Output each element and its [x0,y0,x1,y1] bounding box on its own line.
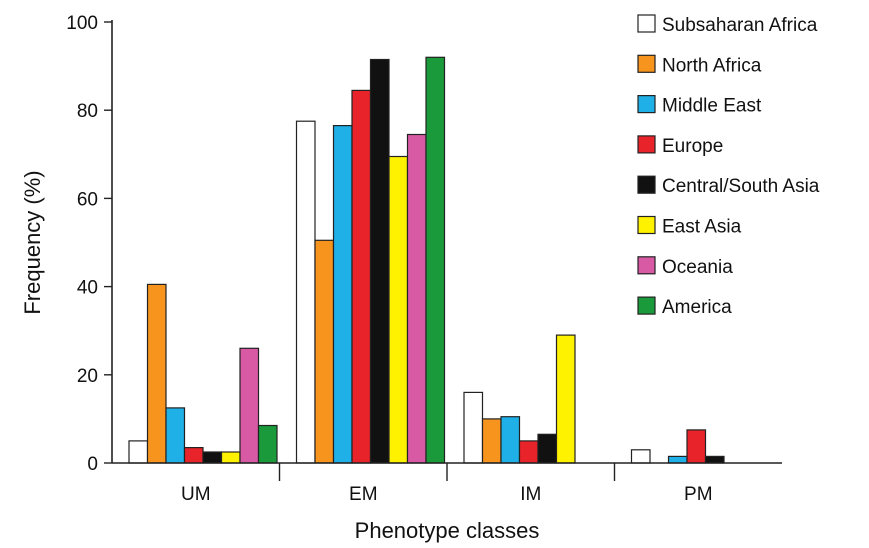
bar-im-east-asia [555,334,576,464]
bar-pm-europe [686,429,707,464]
bar-em-subsaharan-africa [295,120,316,464]
legend-swatch-oceania [637,256,656,275]
bar-um-subsaharan-africa [128,440,149,464]
legend-label-north-africa: North Africa [662,55,762,76]
bar-im-central-south-asia [537,433,558,464]
bar-im-europe [518,440,539,464]
bar-em-east-asia [388,155,409,464]
bar-pm-central-south-asia [704,455,725,464]
y-axis-title: Frequency (%) [20,170,45,314]
bar-pm-middle-east [667,455,688,464]
axes: UM EM IM PM 0 20 40 60 80 100 [66,13,782,505]
bar-em-oceania [406,133,427,464]
legend-label-east-asia: East Asia [662,217,742,238]
legend-swatch-middle-east [637,94,656,114]
legend-label-subsaharan-africa: Subsaharan Africa [662,15,818,36]
bar-um-middle-east [165,407,186,464]
x-tick-label-em: EM [349,484,378,505]
legend-swatch-central-south-asia [637,175,656,194]
bar-em-middle-east [332,124,353,464]
y-tick-label-40: 40 [77,278,98,299]
legend-label-europe: Europe [662,136,723,157]
bar-im-subsaharan-africa [463,391,484,464]
y-tick-label-60: 60 [77,189,98,210]
legend-swatch-america [637,296,656,315]
legend-label-central-south-asia: Central/South Asia [662,176,820,197]
bar-um-europe [183,447,204,464]
legend-swatch-subsaharan-africa [637,14,656,33]
bar-em-europe [351,89,372,464]
y-tick-label-20: 20 [77,366,98,387]
bar-um-north-africa [146,283,167,464]
legend-swatch-europe [637,135,656,154]
bar-um-america [257,424,278,464]
plot-area [128,56,725,464]
x-tick-label-pm: PM [684,484,713,505]
bar-im-middle-east [500,416,521,464]
legend: Subsaharan Africa North Africa Middle East… [637,14,820,318]
bar-um-oceania [239,347,260,464]
x-axis-title: Phenotype classes [355,518,540,543]
legend-label-america: America [662,297,732,318]
bar-pm-subsaharan-africa [630,449,651,464]
bar-um-east-asia [220,451,241,464]
legend-swatch-east-asia [637,215,656,235]
legend-swatch-north-africa [637,54,656,73]
bar-im-north-africa [481,418,502,464]
x-tick-label-im: IM [520,484,541,505]
bar-em-america [425,56,446,464]
bar-um-central-south-asia [202,451,223,464]
x-tick-label-um: UM [181,484,211,505]
bar-em-north-africa [314,239,335,464]
y-tick-label-100: 100 [66,13,98,34]
legend-label-middle-east: Middle East [662,96,762,117]
y-tick-label-80: 80 [77,101,98,122]
y-tick-label-0: 0 [87,454,98,475]
bar-em-central-south-asia [369,58,390,464]
legend-label-oceania: Oceania [662,257,733,278]
